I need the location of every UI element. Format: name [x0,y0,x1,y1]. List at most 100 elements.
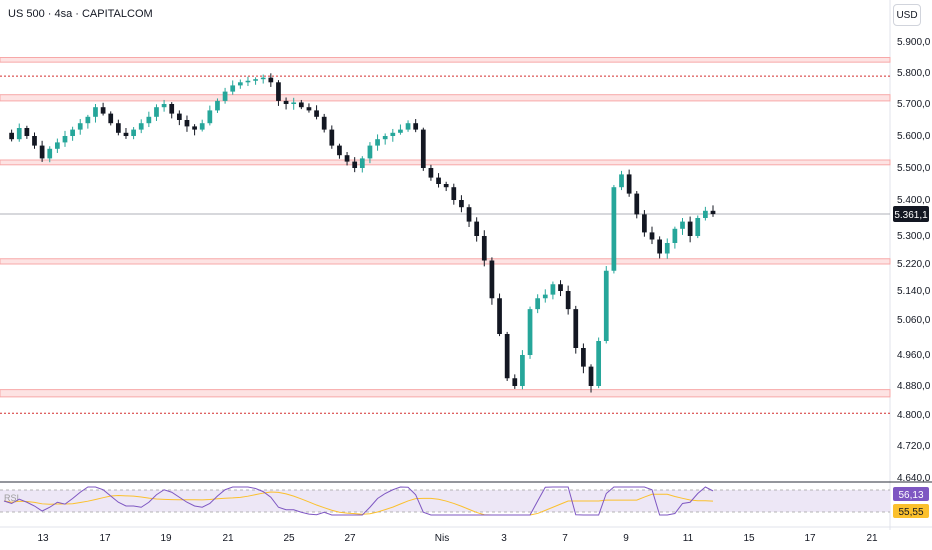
symbol-title[interactable]: US 500 · 4sa · CAPITALCOM [8,8,153,20]
x-tick-label: 21 [222,533,234,544]
y-tick-label: 4.720,0 [897,441,931,452]
candle-body [466,207,472,222]
candle-body [664,243,670,254]
candle-body [695,218,701,236]
sr-zone-3 [0,258,891,265]
candle-body [47,148,53,159]
candle-body [352,161,358,168]
candle-body [710,210,716,215]
candle-body [436,177,441,184]
candle-body [581,348,586,367]
candle-body [565,291,571,310]
candle-body [154,107,159,117]
x-tick-label: 9 [623,533,629,544]
candle-body [215,100,220,111]
candle-body [283,100,289,104]
y-tick-label: 4.800,0 [897,410,931,421]
candle-body [77,123,83,130]
candle-body [55,142,60,149]
candle-body [359,158,365,168]
y-tick-label: 4.880,0 [897,381,931,392]
candle-body [108,113,114,124]
candle-body [184,120,190,127]
y-tick-label: 5.500,0 [897,163,931,174]
currency-button[interactable]: USD [893,4,921,26]
y-tick-label: 5.900,0 [897,37,931,48]
x-tick-label: 13 [37,533,49,544]
y-tick-label: 5.800,0 [897,68,931,79]
candle-body [680,221,685,229]
candle-body [672,228,678,243]
x-tick-label: 3 [501,533,507,544]
sr-zone-4 [0,389,891,398]
candle-body [230,85,236,92]
candle-body [260,77,266,80]
candle-body [70,129,75,136]
candle-body [169,104,175,114]
candle-body [619,174,624,188]
candle-body [459,200,464,208]
candle-body [550,284,556,295]
rsi-badge-bg [893,487,929,501]
candle-body [703,210,708,218]
x-tick-label: 15 [743,533,755,544]
candle-body [642,214,647,233]
candle-body [611,187,617,271]
candle-body [161,104,167,108]
candle-body [626,174,632,194]
candle-body [542,294,548,299]
sr-zone-0 [0,57,891,63]
candle-body [62,136,68,143]
candle-body [451,187,457,200]
candle-body [314,110,319,117]
x-tick-label: 25 [283,533,295,544]
y-tick-label: 5.060,0 [897,315,931,326]
candle-body [146,116,152,124]
rsi-ma-badge-bg [893,504,929,518]
candle-body [176,113,182,120]
candle-body [687,221,693,236]
candle-body [123,132,129,136]
candle-body [390,132,396,136]
candle-body [9,132,14,140]
candle-body [245,80,251,83]
y-tick-label: 5.600,0 [897,131,931,142]
candle-body [512,378,518,386]
sr-zone-2 [0,159,891,166]
candle-body [382,136,388,140]
y-tick-label: 5.700,0 [897,99,931,110]
candle-body [428,168,434,178]
candle-body [329,129,335,146]
candle-body [481,236,487,261]
x-tick-label: 11 [683,533,694,544]
rsi-badge: 56,13 [898,490,923,501]
price-badge-bg [893,206,929,223]
candle-body [520,355,525,386]
x-tick-label: 7 [562,533,568,544]
candle-body [573,309,579,348]
candle-body [344,155,350,162]
candle-body [420,129,426,168]
candle-body [367,145,373,159]
candle-body [535,298,541,310]
candle-body [115,123,121,133]
sr-zone-1 [0,94,891,102]
candle-body [474,221,480,236]
candle-body [497,298,502,334]
candle-body [596,341,602,386]
y-tick-label: 5.140,0 [897,286,931,297]
candle-body [222,91,228,101]
candle-body [413,123,419,130]
candle-body [527,309,533,355]
candle-body [85,116,91,124]
candle-body [657,239,662,254]
candle-body [276,82,281,101]
candle-body [558,284,563,291]
candle-body [405,123,411,130]
x-tick-label: Nis [435,533,449,544]
x-tick-label: 27 [344,533,356,544]
candle-body [291,102,297,104]
y-tick-label: 5.400,0 [897,195,931,206]
rsi-line [3,486,714,516]
